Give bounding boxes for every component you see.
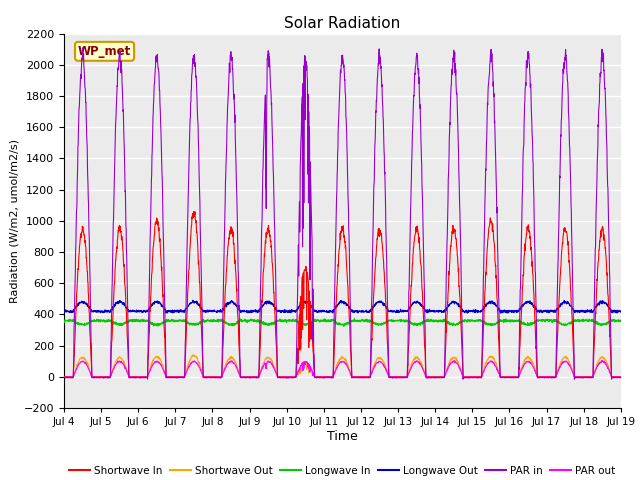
Text: WP_met: WP_met: [78, 45, 131, 58]
Title: Solar Radiation: Solar Radiation: [284, 16, 401, 31]
X-axis label: Time: Time: [327, 430, 358, 443]
Legend: Shortwave In, Shortwave Out, Longwave In, Longwave Out, PAR in, PAR out: Shortwave In, Shortwave Out, Longwave In…: [65, 462, 620, 480]
Y-axis label: Radiation (W/m2, umol/m2/s): Radiation (W/m2, umol/m2/s): [10, 139, 20, 303]
